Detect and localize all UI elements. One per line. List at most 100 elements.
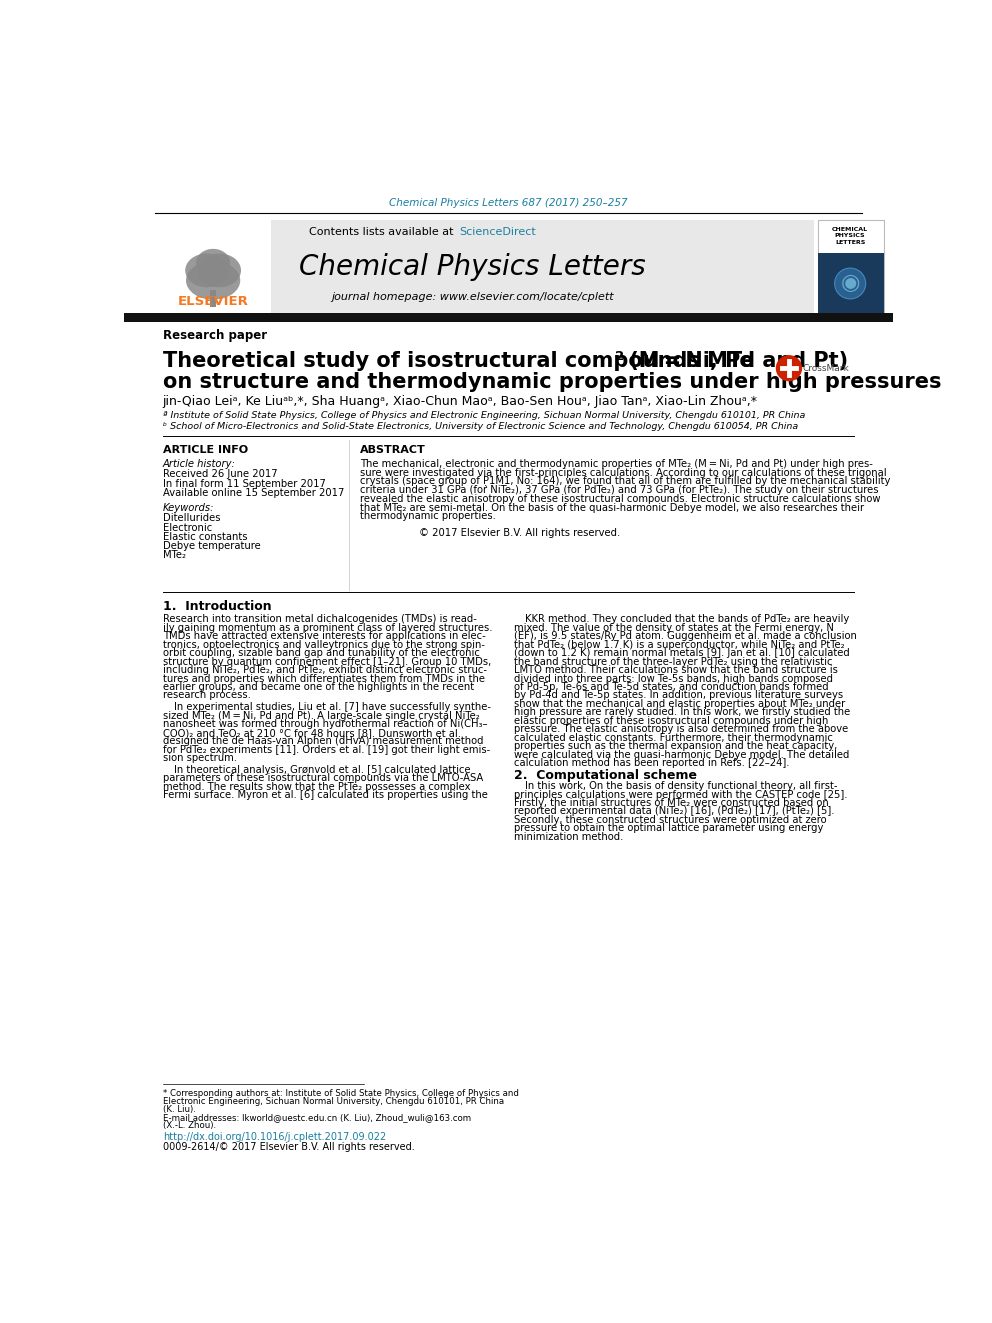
Text: pressure. The elastic anisotropy is also determined from the above: pressure. The elastic anisotropy is also… [514,724,848,734]
Text: ABSTRACT: ABSTRACT [360,445,427,455]
Text: Theoretical study of isostructural compounds MTe: Theoretical study of isostructural compo… [163,352,753,372]
Text: calculation method has been reported in Refs. [22–24].: calculation method has been reported in … [514,758,790,769]
Text: mixed. The value of the density of states at the Fermi energy, N: mixed. The value of the density of state… [514,623,833,632]
Text: ◉: ◉ [840,274,860,294]
Text: 1.  Introduction: 1. Introduction [163,601,272,614]
Text: high pressure are rarely studied. In this work, we firstly studied the: high pressure are rarely studied. In thi… [514,708,850,717]
Circle shape [776,355,803,381]
Ellipse shape [196,249,230,277]
Text: orbit coupling, sizable band gap and tunability of the electronic: orbit coupling, sizable band gap and tun… [163,648,479,658]
Text: principles calculations were performed with the CASTEP code [25].: principles calculations were performed w… [514,790,847,799]
Bar [817,221,884,312]
Text: Ditellurides: Ditellurides [163,513,220,524]
Ellipse shape [197,254,241,287]
Text: Received 26 June 2017: Received 26 June 2017 [163,470,278,479]
Text: Contents lists available at: Contents lists available at [310,228,457,237]
Text: Debye temperature: Debye temperature [163,541,261,552]
Text: ily gaining momentum as a prominent class of layered structures.: ily gaining momentum as a prominent clas… [163,623,492,632]
Text: Elastic constants: Elastic constants [163,532,247,542]
Text: of Pd-5p, Te-6s and Te-5d states, and conduction bands formed: of Pd-5p, Te-6s and Te-5d states, and co… [514,681,828,692]
Text: sure were investigated via the first-principles calculations. According to our c: sure were investigated via the first-pri… [360,468,887,478]
Text: © 2017 Elsevier B.V. All rights reserved.: © 2017 Elsevier B.V. All rights reserved… [419,528,620,537]
Text: ELSEVIER: ELSEVIER [178,295,249,308]
Text: reported experimental data (NiTe₂) [16], (PdTe₂) [17], (PtTe₂) [5].: reported experimental data (NiTe₂) [16],… [514,807,834,816]
Text: Research paper: Research paper [163,329,267,343]
Text: (M = Ni, Pd and Pt): (M = Ni, Pd and Pt) [622,352,848,372]
Text: Chemical Physics Letters 687 (2017) 250–257: Chemical Physics Letters 687 (2017) 250–… [389,198,628,209]
Text: method. The results show that the PtTe₂ possesses a complex: method. The results show that the PtTe₂ … [163,782,470,792]
Text: journal homepage: www.elsevier.com/locate/cplett: journal homepage: www.elsevier.com/locat… [331,292,614,303]
Text: http://dx.doi.org/10.1016/j.cplett.2017.09.022: http://dx.doi.org/10.1016/j.cplett.2017.… [163,1131,386,1142]
Text: (K. Liu).: (K. Liu). [163,1105,195,1114]
Text: TMDs have attracted extensive interests for applications in elec-: TMDs have attracted extensive interests … [163,631,485,642]
Text: ª Institute of Solid State Physics, College of Physics and Electronic Engineerin: ª Institute of Solid State Physics, Coll… [163,411,806,421]
Text: elastic properties of these isostructural compounds under high: elastic properties of these isostructura… [514,716,828,726]
Text: (EF), is 9.5 states/Ry Pd atom. Guggenheim et al. made a conclusion: (EF), is 9.5 states/Ry Pd atom. Guggenhe… [514,631,857,642]
Text: Secondly, these constructed structures were optimized at zero: Secondly, these constructed structures w… [514,815,826,826]
Text: In experimental studies, Liu et al. [7] have successfully synthe-: In experimental studies, Liu et al. [7] … [174,703,491,712]
Text: ARTICLE INFO: ARTICLE INFO [163,445,248,455]
Text: E-mail addresses: lkworld@uestc.edu.cn (K. Liu), Zhoud_wuli@163.com: E-mail addresses: lkworld@uestc.edu.cn (… [163,1113,471,1122]
Text: CHEMICAL
PHYSICS
LETTERS: CHEMICAL PHYSICS LETTERS [832,226,868,245]
Text: that PdTe₂ (below 1.7 K) is a superconductor, while NiTe₂ and PtTe₂: that PdTe₂ (below 1.7 K) is a supercondu… [514,639,844,650]
Text: that MTe₂ are semi-metal. On the basis of the quasi-harmonic Debye model, we als: that MTe₂ are semi-metal. On the basis o… [360,503,864,512]
Text: 2.  Computational scheme: 2. Computational scheme [514,769,696,782]
Text: tures and properties which differentiates them from TMDs in the: tures and properties which differentiate… [163,673,485,684]
Bar [210,290,216,307]
Text: * Corresponding authors at: Institute of Solid State Physics, College of Physics: * Corresponding authors at: Institute of… [163,1089,519,1098]
Text: show that the mechanical and elastic properties about MTe₂ under: show that the mechanical and elastic pro… [514,699,845,709]
Text: were calculated via the quasi-harmonic Debye model. The detailed: were calculated via the quasi-harmonic D… [514,750,849,759]
Bar [817,253,884,312]
Text: COO)₂ and TeO₂ at 210 °C for 48 hours [8]. Dunsworth et al.: COO)₂ and TeO₂ at 210 °C for 48 hours [8… [163,728,460,738]
Text: ScienceDirect: ScienceDirect [458,228,536,237]
Text: Research into transition metal dichalcogenides (TMDs) is read-: Research into transition metal dichalcog… [163,614,476,624]
Circle shape [834,269,866,299]
Text: earlier groups, and became one of the highlights in the recent: earlier groups, and became one of the hi… [163,681,474,692]
Text: thermodynamic properties.: thermodynamic properties. [360,511,496,521]
Text: properties such as the thermal expansion and the heat capacity,: properties such as the thermal expansion… [514,741,837,751]
Text: In this work, On the basis of density functional theory, all first-: In this work, On the basis of density fu… [525,781,837,791]
Text: crystals (space group of P̖1M1, No: 164), we found that all of them are fulfille: crystals (space group of P̖1M1, No: 164)… [360,476,891,487]
Text: sized MTe₂ (M = Ni, Pd and Pt). A large-scale single crystal NiTe₂: sized MTe₂ (M = Ni, Pd and Pt). A large-… [163,710,479,721]
Text: designed the de Haas-van Alphen (dHvA) measurement method: designed the de Haas-van Alphen (dHvA) m… [163,736,483,746]
Text: 0009-2614/© 2017 Elsevier B.V. All rights reserved.: 0009-2614/© 2017 Elsevier B.V. All right… [163,1142,415,1151]
Text: LMTO method. Their calculations show that the band structure is: LMTO method. Their calculations show tha… [514,665,837,675]
Text: The mechanical, electronic and thermodynamic properties of MTe₂ (M = Ni, Pd and : The mechanical, electronic and thermodyn… [360,459,873,470]
Text: Article history:: Article history: [163,459,236,470]
Text: parameters of these isostructural compounds via the LMTO-ASA: parameters of these isostructural compou… [163,774,483,783]
Text: MTe₂: MTe₂ [163,550,186,561]
Text: In final form 11 September 2017: In final form 11 September 2017 [163,479,325,488]
Text: CrossMark: CrossMark [803,364,850,373]
Text: (X.-L. Zhou).: (X.-L. Zhou). [163,1122,216,1130]
Text: Firstly, the initial structures of MTe₂ were constructed based on: Firstly, the initial structures of MTe₂ … [514,798,828,808]
Text: Chemical Physics Letters: Chemical Physics Letters [300,253,646,280]
Text: divided into three parts: low Te-5s bands, high bands composed: divided into three parts: low Te-5s band… [514,673,833,684]
Text: including NiTe₂, PdTe₂, and PtTe₂, exhibit distinct electronic struc-: including NiTe₂, PdTe₂, and PtTe₂, exhib… [163,665,487,675]
Text: ᵇ School of Micro-Electronics and Solid-State Electronics, University of Electro: ᵇ School of Micro-Electronics and Solid-… [163,422,798,431]
Ellipse shape [186,261,240,300]
Text: calculated elastic constants. Furthermore, their thermodynamic: calculated elastic constants. Furthermor… [514,733,832,742]
Text: Fermi surface. Myron et al. [6] calculated its properties using the: Fermi surface. Myron et al. [6] calculat… [163,790,488,800]
Text: revealed the elastic anisotropy of these isostructural compounds. Electronic str: revealed the elastic anisotropy of these… [360,493,881,504]
Text: KKR method. They concluded that the bands of PdTe₂ are heavily: KKR method. They concluded that the band… [525,614,849,624]
Text: criteria under 31 GPa (for NiTe₂), 37 GPa (for PdTe₂) and 73 GPa (for PtTe₂). Th: criteria under 31 GPa (for NiTe₂), 37 GP… [360,486,879,495]
Bar [155,221,271,312]
Text: Electronic Engineering, Sichuan Normal University, Chengdu 610101, PR China: Electronic Engineering, Sichuan Normal U… [163,1097,504,1106]
Text: for PdTe₂ experiments [11]. Orders et al. [19] got their light emis-: for PdTe₂ experiments [11]. Orders et al… [163,745,490,754]
Text: research process.: research process. [163,691,251,700]
Text: pressure to obtain the optimal lattice parameter using energy: pressure to obtain the optimal lattice p… [514,823,823,833]
Text: minimization method.: minimization method. [514,832,623,841]
Text: (down to 1.2 K) remain normal metals [9]. Jan et al. [10] calculated: (down to 1.2 K) remain normal metals [9]… [514,648,849,658]
Text: sion spectrum.: sion spectrum. [163,753,237,763]
Text: by Pd-4d and Te-5p states. In addition, previous literature surveys: by Pd-4d and Te-5p states. In addition, … [514,691,843,700]
Text: on structure and thermodynamic properties under high pressures: on structure and thermodynamic propertie… [163,372,941,392]
Text: 2: 2 [615,351,625,363]
Text: Keywords:: Keywords: [163,503,214,513]
Text: structure by quantum confinement effect [1–21]. Group 10 TMDs,: structure by quantum confinement effect … [163,656,491,667]
Text: Electronic: Electronic [163,523,212,533]
Text: In theoretical analysis, Grønvold et al. [5] calculated lattice: In theoretical analysis, Grønvold et al.… [174,765,470,775]
Bar [124,312,893,321]
Text: tronics, optoelectronics and valleytronics due to the strong spin-: tronics, optoelectronics and valleytroni… [163,639,485,650]
Text: jin-Qiao Leiᵃ, Ke Liuᵃᵇ,*, Sha Huangᵃ, Xiao-Chun Maoᵃ, Bao-Sen Houᵃ, Jiao Tanᵃ, : jin-Qiao Leiᵃ, Ke Liuᵃᵇ,*, Sha Huangᵃ, X… [163,394,758,407]
Text: Available online 15 September 2017: Available online 15 September 2017 [163,488,344,497]
